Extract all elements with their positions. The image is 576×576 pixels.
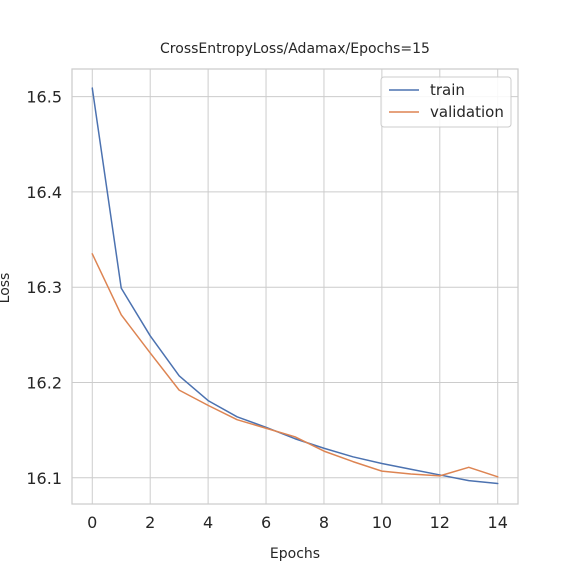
y-axis-title: Loss xyxy=(0,273,13,304)
x-tick-label: 14 xyxy=(488,513,508,532)
y-tick-label: 16.5 xyxy=(26,88,62,107)
legend-label-train: train xyxy=(430,81,465,99)
series-line-validation xyxy=(91,253,499,478)
plot-frame xyxy=(71,68,519,505)
legend-label-validation: validation xyxy=(430,103,504,121)
x-axis-title: Epochs xyxy=(270,546,320,562)
x-tick-label: 12 xyxy=(430,513,450,532)
y-tick-label: 16.2 xyxy=(26,374,62,393)
x-tick-label: 8 xyxy=(319,513,329,532)
x-tick-label: 2 xyxy=(145,513,155,532)
y-tick-label: 16.1 xyxy=(26,469,62,488)
y-tick-label: 16.3 xyxy=(26,278,62,297)
x-tick-label: 10 xyxy=(372,513,392,532)
series-line-train xyxy=(91,87,499,485)
x-tick-label: 0 xyxy=(87,513,97,532)
y-tick-labels: 16.1 16.2 16.3 16.4 16.5 xyxy=(26,88,62,488)
series-lines xyxy=(91,87,499,485)
legend: train validation xyxy=(380,76,512,128)
x-tick-label: 4 xyxy=(203,513,213,532)
x-tick-label: 6 xyxy=(261,513,271,532)
chart-title: CrossEntropyLoss/Adamax/Epochs=15 xyxy=(160,41,430,57)
y-tick-label: 16.4 xyxy=(26,183,62,202)
x-tick-labels: 0 2 4 6 8 10 12 14 xyxy=(87,513,508,532)
